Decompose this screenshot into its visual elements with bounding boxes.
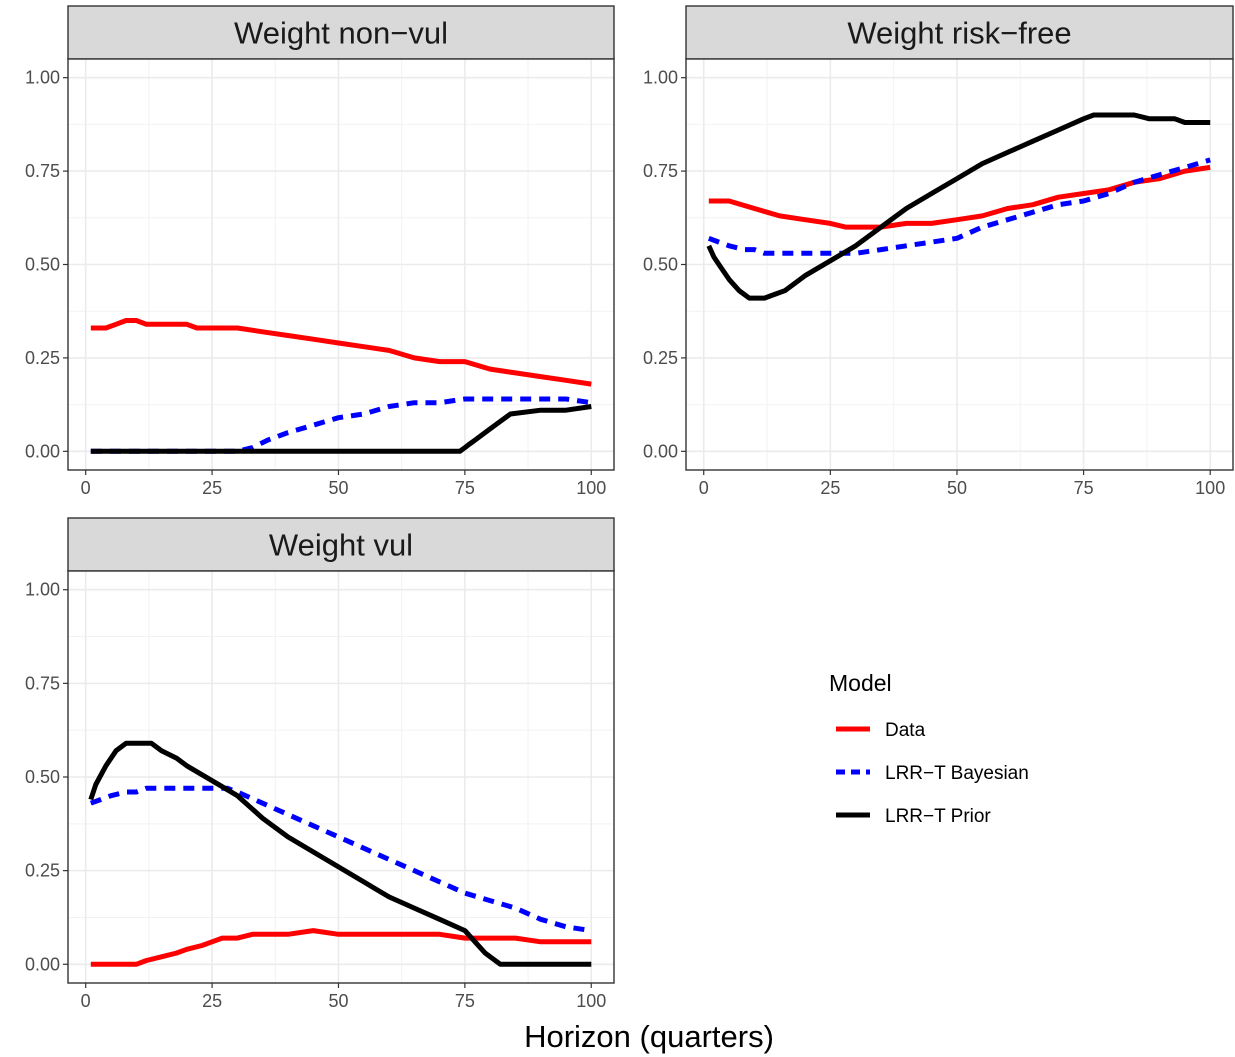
legend-label-lrr-t-bayesian: LRR−T Bayesian — [885, 763, 1029, 784]
y-tick-label: 1.00 — [25, 68, 60, 88]
x-tick-label: 50 — [947, 478, 967, 498]
panel-border — [67, 570, 615, 984]
panel-title: Weight risk−free — [847, 16, 1071, 51]
y-tick-label: 0.50 — [643, 255, 678, 275]
x-tick-label: 0 — [81, 478, 91, 498]
panel-border — [685, 58, 1234, 471]
x-tick-label: 100 — [1195, 478, 1225, 498]
x-tick-label: 75 — [455, 991, 475, 1011]
x-tick-label: 25 — [820, 478, 840, 498]
legend: Model Data LRR−T Bayesian LRR−T Prior — [829, 670, 1029, 827]
legend-label-lrr-t-prior: LRR−T Prior — [885, 806, 991, 827]
panel-weight-risk-free: Weight risk−free 0 25 50 75 100 0.00 0.25 0.50 0.… — [643, 5, 1234, 498]
x-axis-title: Horizon (quarters) — [524, 1019, 774, 1054]
x-tick-label: 100 — [576, 478, 606, 498]
x-tick-label: 50 — [328, 991, 348, 1011]
y-tick-label: 0.50 — [25, 255, 60, 275]
y-tick-label: 0.75 — [643, 161, 678, 181]
panel-strip — [67, 5, 615, 60]
series-line-data — [90, 318, 592, 387]
y-tick-label: 0.25 — [643, 348, 678, 368]
y-tick-label: 0.00 — [25, 954, 60, 974]
x-tick-label: 100 — [576, 991, 606, 1011]
series-line-lrr-t-prior — [88, 740, 592, 967]
series-line-lrr-t-bayesian — [89, 785, 592, 934]
series-line-lrr-t-bayesian — [707, 157, 1211, 256]
legend-title: Model — [829, 670, 892, 696]
y-tick-label: 0.00 — [643, 441, 678, 461]
panel-title: Weight non−vul — [234, 16, 448, 51]
panel-border — [67, 58, 615, 471]
legend-label-data: Data — [885, 720, 926, 741]
y-tick-label: 0.25 — [25, 348, 60, 368]
x-tick-label: 0 — [699, 478, 709, 498]
panel-weight-vul: Weight vul 0 25 50 75 100 0.00 0.25 0.50 0.75 1.00 — [25, 517, 615, 1011]
series-line-lrr-t-prior — [90, 404, 592, 454]
y-tick-label: 1.00 — [25, 580, 60, 600]
x-tick-label: 0 — [81, 991, 91, 1011]
y-tick-label: 0.00 — [25, 441, 60, 461]
panel-strip — [67, 517, 615, 572]
x-tick-label: 25 — [202, 478, 222, 498]
x-tick-label: 25 — [202, 991, 222, 1011]
y-tick-label: 0.25 — [25, 861, 60, 881]
series-line-data — [90, 928, 592, 967]
y-tick-label: 1.00 — [643, 68, 678, 88]
panel-title: Weight vul — [269, 528, 413, 563]
x-tick-label: 75 — [1074, 478, 1094, 498]
x-tick-label: 75 — [455, 478, 475, 498]
y-tick-label: 0.75 — [25, 161, 60, 181]
x-tick-label: 50 — [328, 478, 348, 498]
panels-layer: Weight non−vul 0 25 50 75 100 0.00 0.25 0.50 0.75… — [25, 5, 1234, 1011]
series-line-lrr-t-bayesian — [90, 396, 592, 454]
y-tick-label: 0.50 — [25, 767, 60, 787]
series-line-lrr-t-prior — [706, 112, 1211, 301]
y-tick-label: 0.75 — [25, 673, 60, 693]
panel-strip — [685, 5, 1234, 60]
panel-weight-non-vul: Weight non−vul 0 25 50 75 100 0.00 0.25 0.50 0.75… — [25, 5, 615, 498]
